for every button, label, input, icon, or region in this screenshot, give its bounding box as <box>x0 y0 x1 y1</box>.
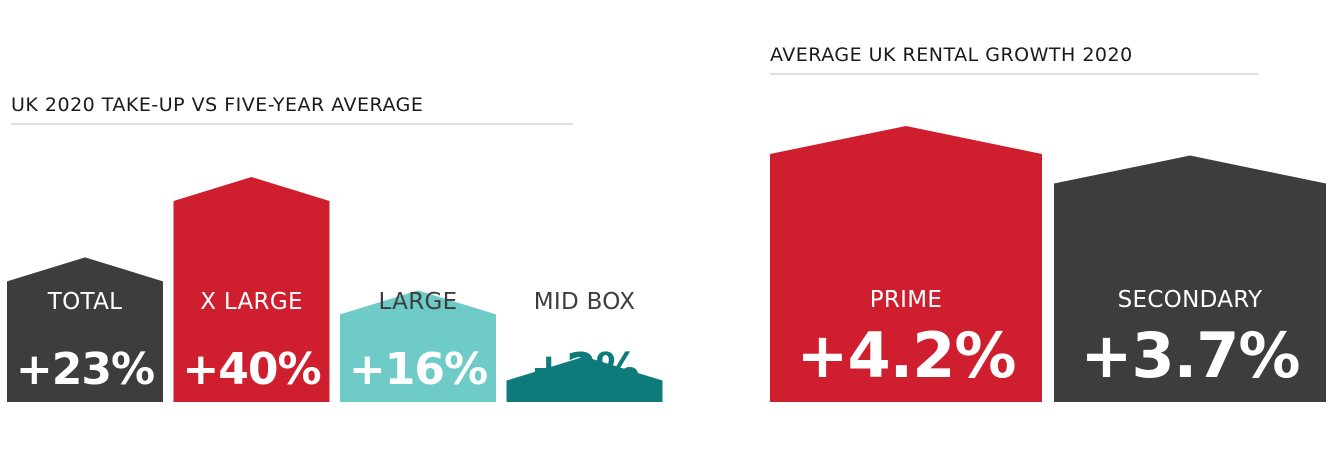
chart-right-bars: PRIME +4.2% SECONDARY +3.7% <box>770 126 1326 402</box>
category-label: MID BOX <box>534 289 636 315</box>
category-label: SECONDARY <box>1118 287 1263 313</box>
bar-large <box>340 290 496 402</box>
category-label: LARGE <box>379 289 458 315</box>
category-label: TOTAL <box>47 289 122 315</box>
value-label: +3.7% <box>1081 319 1300 392</box>
bar-mid-box <box>506 356 663 402</box>
value-label: +23% <box>16 344 154 395</box>
value-label: +40% <box>182 344 320 395</box>
bar-total <box>7 257 163 402</box>
value-label: +2% <box>530 344 639 395</box>
bar-secondary <box>1054 155 1326 402</box>
chart-left-bars: TOTAL +23% X LARGE +40% LARGE +16% MID BOX +2% <box>7 177 663 402</box>
category-label: PRIME <box>870 287 943 313</box>
bar-x-large <box>173 177 330 402</box>
category-label: X LARGE <box>200 289 303 315</box>
chart-right: AVERAGE UK RENTAL GROWTH 2020 PRIME +4.2%… <box>770 44 1326 402</box>
bar-prime <box>770 126 1042 402</box>
chart-left: UK 2020 TAKE-UP VS FIVE-YEAR AVERAGE TOT… <box>7 94 663 402</box>
chart-left-title: UK 2020 TAKE-UP VS FIVE-YEAR AVERAGE <box>11 94 423 116</box>
value-label: +4.2% <box>797 319 1016 392</box>
value-label: +16% <box>349 344 487 395</box>
chart-right-title: AVERAGE UK RENTAL GROWTH 2020 <box>770 44 1133 66</box>
